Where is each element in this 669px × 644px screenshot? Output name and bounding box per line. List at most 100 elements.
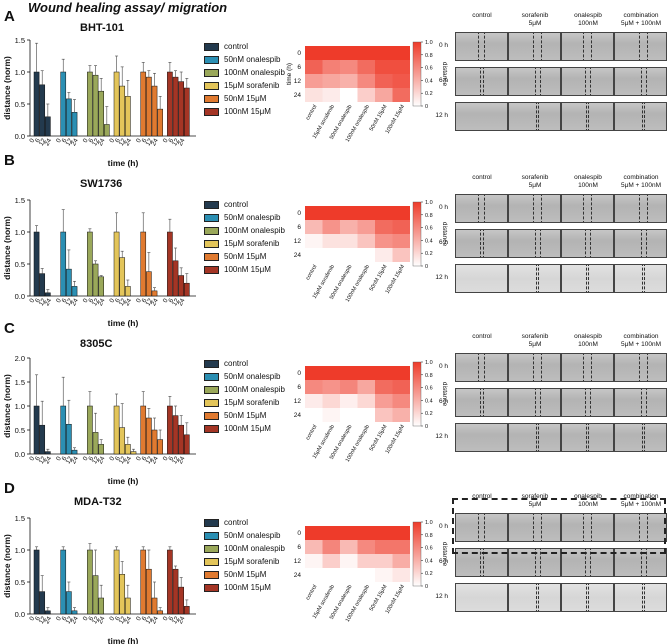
wound-edge-line xyxy=(534,549,536,576)
legend-swatch xyxy=(204,570,219,579)
x-tick-label: 0 xyxy=(162,297,170,304)
wound-edge-line xyxy=(644,265,645,292)
x-tick-label: 24 xyxy=(70,137,80,147)
heatmap-cell xyxy=(392,206,410,220)
x-tick-label: 0 xyxy=(82,615,90,622)
microscopy-column-header: onalespib 100nM xyxy=(574,174,602,189)
heatmap-cell xyxy=(340,408,358,422)
x-tick-label: 24 xyxy=(177,297,187,307)
bar xyxy=(178,586,184,615)
heatmap-cell xyxy=(357,554,375,568)
bar xyxy=(60,231,67,297)
x-tick-label: 0 xyxy=(82,297,90,304)
heatmap-row-label: 0 xyxy=(297,370,301,377)
x-tick-label: 24 xyxy=(97,297,107,307)
microscopy-image xyxy=(561,229,614,258)
x-tick-label: 12 xyxy=(118,297,128,307)
bar xyxy=(119,85,126,137)
wound-edge-line xyxy=(589,230,591,257)
y-tick-label: 1.0 xyxy=(15,68,25,77)
heatmap-row-label: 0 xyxy=(297,210,301,217)
heatmap-cell xyxy=(340,554,358,568)
wound-edge-line xyxy=(645,68,647,95)
heatmap-row-label: 12 xyxy=(294,78,302,85)
colorbar xyxy=(412,361,422,427)
legend-label: 50nM 15μM xyxy=(224,252,267,261)
bar xyxy=(125,597,131,615)
heatmap-cell xyxy=(357,366,375,380)
wound-edge-line xyxy=(541,514,542,541)
wound-edge-line xyxy=(642,265,643,292)
x-axis-label: time (h) xyxy=(108,476,139,486)
microscopy-image xyxy=(508,67,561,96)
heatmap-col-label: 50nM 15μM xyxy=(369,584,389,613)
colorbar-tick-label: 0.6 xyxy=(425,66,433,72)
microscopy-image xyxy=(614,423,667,452)
microscopy-image xyxy=(561,583,614,612)
heatmap-cell xyxy=(392,88,410,102)
microscopy-row-label: 0 h xyxy=(438,363,448,370)
x-tick-label: 0 xyxy=(108,137,116,144)
microscopy-row-label: 12 h xyxy=(435,593,448,600)
x-tick-label: 24 xyxy=(44,455,54,465)
bar xyxy=(33,231,40,297)
x-tick-label: 6 xyxy=(34,455,42,462)
wound-edge-line xyxy=(479,68,481,95)
wound-edge-line xyxy=(589,389,591,416)
microscopy-row-label: 12 h xyxy=(435,274,448,281)
heatmap-col-label: control xyxy=(305,104,318,121)
bar xyxy=(71,112,78,137)
wound-edge-line xyxy=(639,195,640,222)
microscopy-image xyxy=(455,388,508,417)
x-tick-label: 6 xyxy=(141,297,149,304)
microscopy-image xyxy=(561,67,614,96)
wound-edge-line xyxy=(588,584,589,611)
legend-item: 50nM 15μM xyxy=(204,409,285,422)
colorbar-label: distance xyxy=(441,542,448,567)
heatmap-cell xyxy=(357,46,375,60)
bar xyxy=(146,417,152,455)
heatmap-row-label: 24 xyxy=(294,92,302,99)
heatmap-col-label: 100nM 15μM xyxy=(385,264,407,295)
heatmap-cell xyxy=(340,248,358,262)
bar xyxy=(60,405,67,455)
legend-item: 15μM sorafenib xyxy=(204,396,285,409)
colorbar-tick-label: 0.2 xyxy=(425,411,433,417)
bar xyxy=(33,549,40,615)
x-tick-label: 12 xyxy=(91,137,101,147)
x-tick-label: 6 xyxy=(114,455,122,462)
legend-swatch xyxy=(204,107,219,116)
x-tick-label: 12 xyxy=(91,297,101,307)
microscopy-row-label: 6 h xyxy=(438,398,448,405)
legend-a: control 50nM onalespib 100nM onalespib 1… xyxy=(204,40,285,118)
legend-swatch xyxy=(204,55,219,64)
legend-label: control xyxy=(224,359,249,368)
x-tick-label: 12 xyxy=(65,297,75,307)
x-tick-label: 6 xyxy=(61,137,69,144)
y-tick-label: 0.0 xyxy=(15,450,25,459)
x-tick-label: 0 xyxy=(55,455,63,462)
heatmap-cell xyxy=(357,568,375,582)
wound-edge-line xyxy=(647,514,648,541)
legend-label: 50nM 15μM xyxy=(224,411,267,420)
colorbar-label: distance xyxy=(441,62,448,87)
heatmap-cell xyxy=(305,380,323,394)
microscopy-image xyxy=(561,264,614,293)
x-axis-label: time (h) xyxy=(108,318,139,328)
legend-label: 50nM onalespib xyxy=(224,213,281,222)
heatmap-y-label: time (h) xyxy=(286,63,293,85)
heatmap-cell xyxy=(322,220,340,234)
wound-edge-line xyxy=(533,354,534,381)
bar xyxy=(39,591,46,615)
heatmap-cell xyxy=(340,568,358,582)
heatmap-col-label: 100nM 15μM xyxy=(385,104,407,135)
wound-edge-line xyxy=(583,195,584,222)
x-tick-label: 6 xyxy=(61,297,69,304)
bar xyxy=(71,286,78,297)
x-tick-label: 6 xyxy=(167,455,175,462)
x-tick-label: 12 xyxy=(91,455,101,465)
heatmap-cell xyxy=(375,366,393,380)
heatmap-cell xyxy=(357,206,375,220)
x-tick-label: 24 xyxy=(44,297,54,307)
legend-label: 15μM sorafenib xyxy=(224,398,280,407)
